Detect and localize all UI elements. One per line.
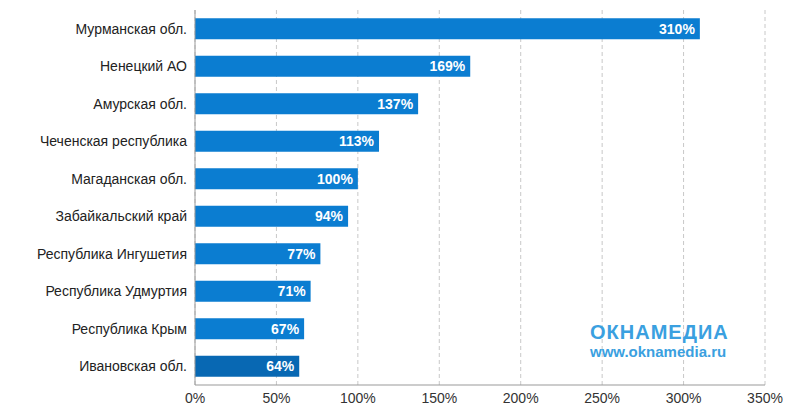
svg-text:64%: 64% [266,358,295,374]
svg-text:300%: 300% [666,390,702,406]
svg-text:Республика Крым: Республика Крым [72,321,187,337]
svg-text:100%: 100% [317,171,353,187]
svg-text:67%: 67% [271,321,300,337]
svg-text:Чеченская республика: Чеченская республика [40,133,187,149]
svg-text:Ненецкий АО: Ненецкий АО [100,58,187,74]
svg-text:94%: 94% [315,208,344,224]
svg-text:100%: 100% [340,390,376,406]
svg-text:Мурманская обл.: Мурманская обл. [75,21,187,37]
svg-text:150%: 150% [421,390,457,406]
svg-text:250%: 250% [584,390,620,406]
svg-text:Республика Ингушетия: Республика Ингушетия [37,246,187,262]
svg-text:50%: 50% [262,390,290,406]
svg-text:77%: 77% [287,246,316,262]
svg-text:Ивановская обл.: Ивановская обл. [79,358,187,374]
svg-text:0%: 0% [185,390,205,406]
svg-text:113%: 113% [339,133,375,149]
svg-text:350%: 350% [747,390,783,406]
svg-text:137%: 137% [377,96,413,112]
svg-text:200%: 200% [503,390,539,406]
svg-text:Амурская обл.: Амурская обл. [93,96,187,112]
svg-text:71%: 71% [278,283,307,299]
svg-text:Республика Удмуртия: Республика Удмуртия [45,283,187,299]
svg-text:Магаданская обл.: Магаданская обл. [71,171,187,187]
svg-text:169%: 169% [429,58,465,74]
svg-text:310%: 310% [659,21,695,37]
html-text:ОКНАМЕДИА: ОКНАМЕДИА [590,321,729,343]
svg-text:Забайкальский край: Забайкальский край [56,208,187,224]
html-text:www.oknamedia.ru: www.oknamedia.ru [590,343,727,360]
